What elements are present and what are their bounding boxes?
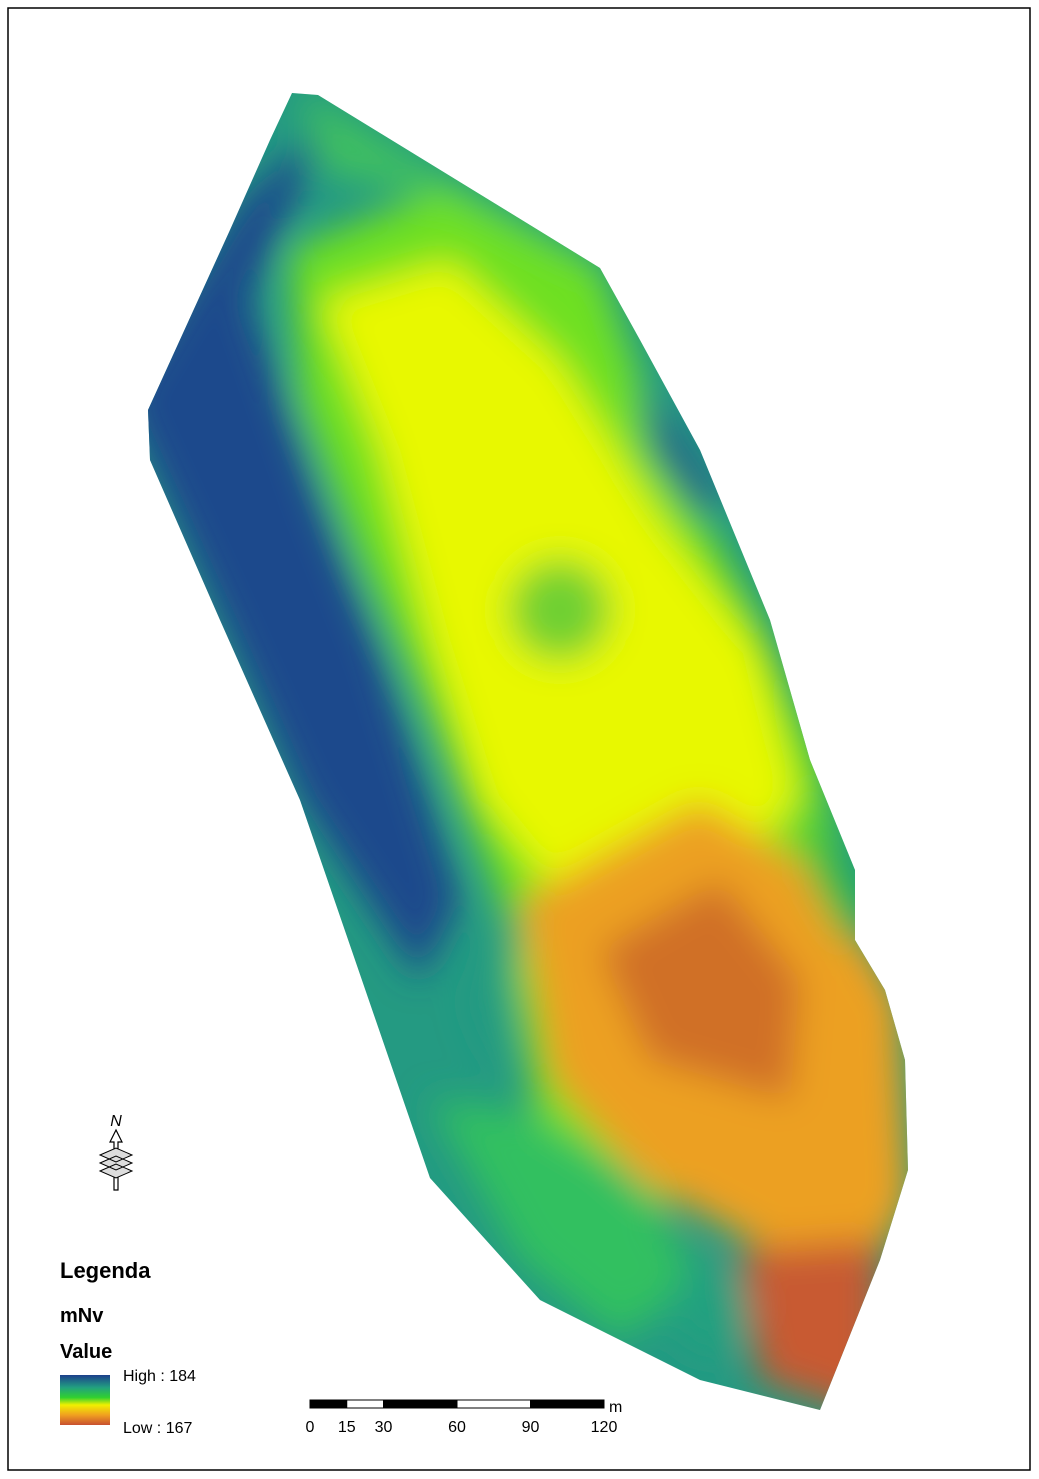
scale-segment — [310, 1400, 347, 1408]
legend-high: High : 184 — [123, 1368, 196, 1385]
scale-segment — [384, 1400, 458, 1408]
map-layout: N Legenda mNv Value High : 184 Low : 167… — [0, 0, 1039, 1479]
scale-segment — [457, 1400, 531, 1408]
legend-low: Low : 167 — [123, 1420, 192, 1437]
legend-title: Legenda — [60, 1258, 151, 1283]
north-label: N — [110, 1113, 122, 1130]
scale-tick-label: 30 — [375, 1419, 393, 1436]
scale-unit: m — [609, 1399, 622, 1416]
scale-tick-label: 0 — [306, 1419, 315, 1436]
scale-segment — [531, 1400, 605, 1408]
scale-tick-label: 15 — [338, 1419, 356, 1436]
legend-layer: mNv — [60, 1305, 104, 1327]
scale-tick-label: 90 — [522, 1419, 540, 1436]
scale-tick-label: 120 — [591, 1419, 618, 1436]
color-ramp — [60, 1375, 110, 1425]
legend-field: Value — [60, 1341, 112, 1363]
page: N Legenda mNv Value High : 184 Low : 167… — [0, 0, 1039, 1479]
scale-tick-label: 60 — [448, 1419, 466, 1436]
north-arrow-layers — [100, 1148, 132, 1178]
scale-segment — [347, 1400, 384, 1408]
